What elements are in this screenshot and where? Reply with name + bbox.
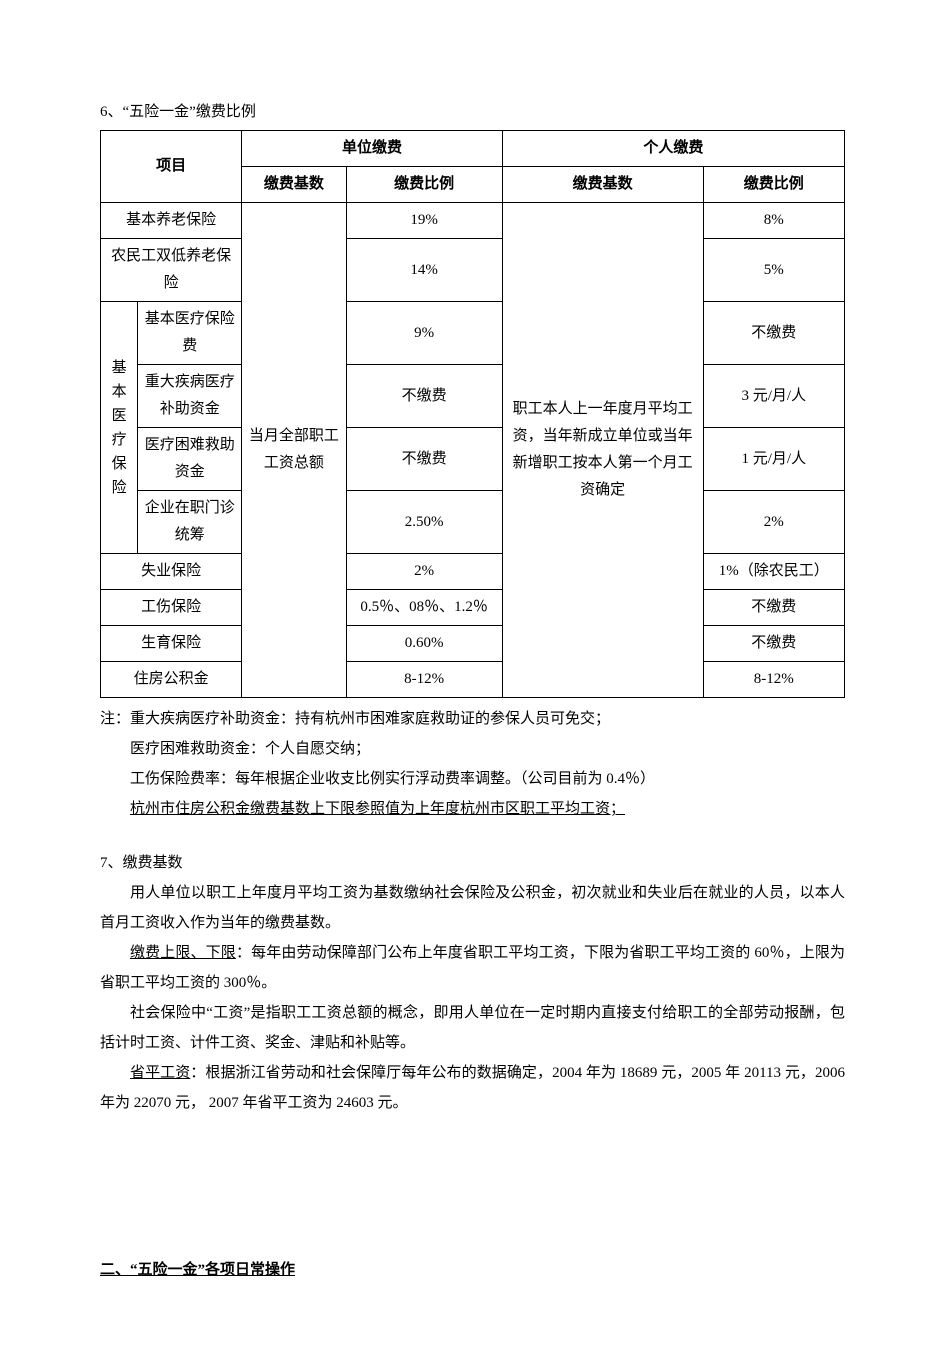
- header-unit-ratio: 缴费比例: [346, 167, 502, 203]
- unit-ratio: 0.5％、08％、1.2％: [346, 590, 502, 626]
- personal-ratio: 8%: [703, 203, 844, 239]
- section-7-p1: 用人单位以职工上年度月平均工资为基数缴纳社会保险及公积金，初次就业和失业后在就业…: [100, 878, 845, 938]
- table-header-row-1: 项目 单位缴费 个人缴费: [101, 131, 845, 167]
- personal-ratio: 不缴费: [703, 302, 844, 365]
- row-name: 基本养老保险: [101, 203, 242, 239]
- header-unit-pay: 单位缴费: [242, 131, 502, 167]
- section-7: 7、缴费基数 用人单位以职工上年度月平均工资为基数缴纳社会保险及公积金，初次就业…: [100, 848, 845, 1118]
- personal-ratio: 5%: [703, 239, 844, 302]
- table-row: 工伤保险 0.5％、08％、1.2％ 不缴费: [101, 590, 845, 626]
- table-notes: 注：重大疾病医疗补助资金：持有杭州市困难家庭救助证的参保人员可免交； 医疗困难救…: [100, 704, 845, 824]
- unit-ratio: 不缴费: [346, 365, 502, 428]
- unit-ratio: 9%: [346, 302, 502, 365]
- row-name: 基本医疗保险费: [138, 302, 242, 365]
- contribution-table: 项目 单位缴费 个人缴费 缴费基数 缴费比例 缴费基数 缴费比例 基本养老保险 …: [100, 130, 845, 698]
- row-name: 失业保险: [101, 554, 242, 590]
- unit-ratio: 14%: [346, 239, 502, 302]
- row-name: 企业在职门诊统筹: [138, 491, 242, 554]
- unit-base-cell: 当月全部职工工资总额: [242, 203, 346, 698]
- unit-ratio: 8-12%: [346, 662, 502, 698]
- table-row: 农民工双低养老保险 14% 5%: [101, 239, 845, 302]
- section-7-title: 7、缴费基数: [100, 848, 845, 878]
- row-name: 农民工双低养老保险: [101, 239, 242, 302]
- table-row: 住房公积金 8-12% 8-12%: [101, 662, 845, 698]
- header-personal-base: 缴费基数: [502, 167, 703, 203]
- section-7-p2-lead: 缴费上限、下限: [130, 945, 236, 961]
- header-project: 项目: [101, 131, 242, 203]
- unit-ratio: 0.60%: [346, 626, 502, 662]
- unit-ratio: 2.50%: [346, 491, 502, 554]
- note-line: 杭州市住房公积金缴费基数上下限参照值为上年度杭州市区职工平均工资；: [100, 794, 845, 824]
- row-name: 重大疾病医疗补助资金: [138, 365, 242, 428]
- table-row: 基本医疗保险 基本医疗保险费 9% 不缴费: [101, 302, 845, 365]
- section-6-title: 6、“五险一金”缴费比例: [100, 100, 845, 124]
- section-7-p4: 省平工资：根据浙江省劳动和社会保障厅每年公布的数据确定，2004 年为 1868…: [100, 1058, 845, 1118]
- note-line: 注：重大疾病医疗补助资金：持有杭州市困难家庭救助证的参保人员可免交；: [100, 704, 845, 734]
- section-7-p4-lead: 省平工资: [130, 1065, 190, 1081]
- row-name: 生育保险: [101, 626, 242, 662]
- document-page: 6、“五险一金”缴费比例 项目 单位缴费 个人缴费 缴费基数 缴费比例 缴费基数…: [0, 0, 945, 1357]
- table-row: 企业在职门诊统筹 2.50% 2%: [101, 491, 845, 554]
- personal-ratio: 1 元/月/人: [703, 428, 844, 491]
- table-row: 生育保险 0.60% 不缴费: [101, 626, 845, 662]
- note-line: 医疗困难救助资金：个人自愿交纳；: [100, 734, 845, 764]
- unit-ratio: 19%: [346, 203, 502, 239]
- unit-ratio: 不缴费: [346, 428, 502, 491]
- section-7-p2: 缴费上限、下限：每年由劳动保障部门公布上年度省职工平均工资，下限为省职工平均工资…: [100, 938, 845, 998]
- section-7-p4-rest: ：根据浙江省劳动和社会保障厅每年公布的数据确定，2004 年为 18689 元，…: [100, 1065, 845, 1111]
- medical-group-label: 基本医疗保险: [101, 302, 138, 554]
- table-row: 基本养老保险 当月全部职工工资总额 19% 职工本人上一年度月平均工资，当年新成…: [101, 203, 845, 239]
- note-line: 工伤保险费率：每年根据企业收支比例实行浮动费率调整。（公司目前为 0.4％）: [100, 764, 845, 794]
- row-name: 住房公积金: [101, 662, 242, 698]
- table-row: 重大疾病医疗补助资金 不缴费 3 元/月/人: [101, 365, 845, 428]
- table-row: 失业保险 2% 1%（除农民工）: [101, 554, 845, 590]
- personal-base-cell: 职工本人上一年度月平均工资，当年新成立单位或当年新增职工按本人第一个月工资确定: [502, 203, 703, 698]
- header-personal-ratio: 缴费比例: [703, 167, 844, 203]
- personal-ratio: 8-12%: [703, 662, 844, 698]
- unit-ratio: 2%: [346, 554, 502, 590]
- personal-ratio: 3 元/月/人: [703, 365, 844, 428]
- header-personal-pay: 个人缴费: [502, 131, 844, 167]
- section-two-title-text: 二、“五险一金”各项日常操作: [100, 1262, 295, 1278]
- header-unit-base: 缴费基数: [242, 167, 346, 203]
- personal-ratio: 1%（除农民工）: [703, 554, 844, 590]
- personal-ratio: 不缴费: [703, 590, 844, 626]
- row-name: 医疗困难救助资金: [138, 428, 242, 491]
- note-underline: 杭州市住房公积金缴费基数上下限参照值为上年度杭州市区职工平均工资；: [130, 801, 625, 817]
- personal-ratio: 不缴费: [703, 626, 844, 662]
- section-two-title: 二、“五险一金”各项日常操作: [100, 1258, 845, 1282]
- row-name: 工伤保险: [101, 590, 242, 626]
- personal-ratio: 2%: [703, 491, 844, 554]
- table-row: 医疗困难救助资金 不缴费 1 元/月/人: [101, 428, 845, 491]
- section-7-p3: 社会保险中“工资”是指职工工资总额的概念，即用人单位在一定时期内直接支付给职工的…: [100, 998, 845, 1058]
